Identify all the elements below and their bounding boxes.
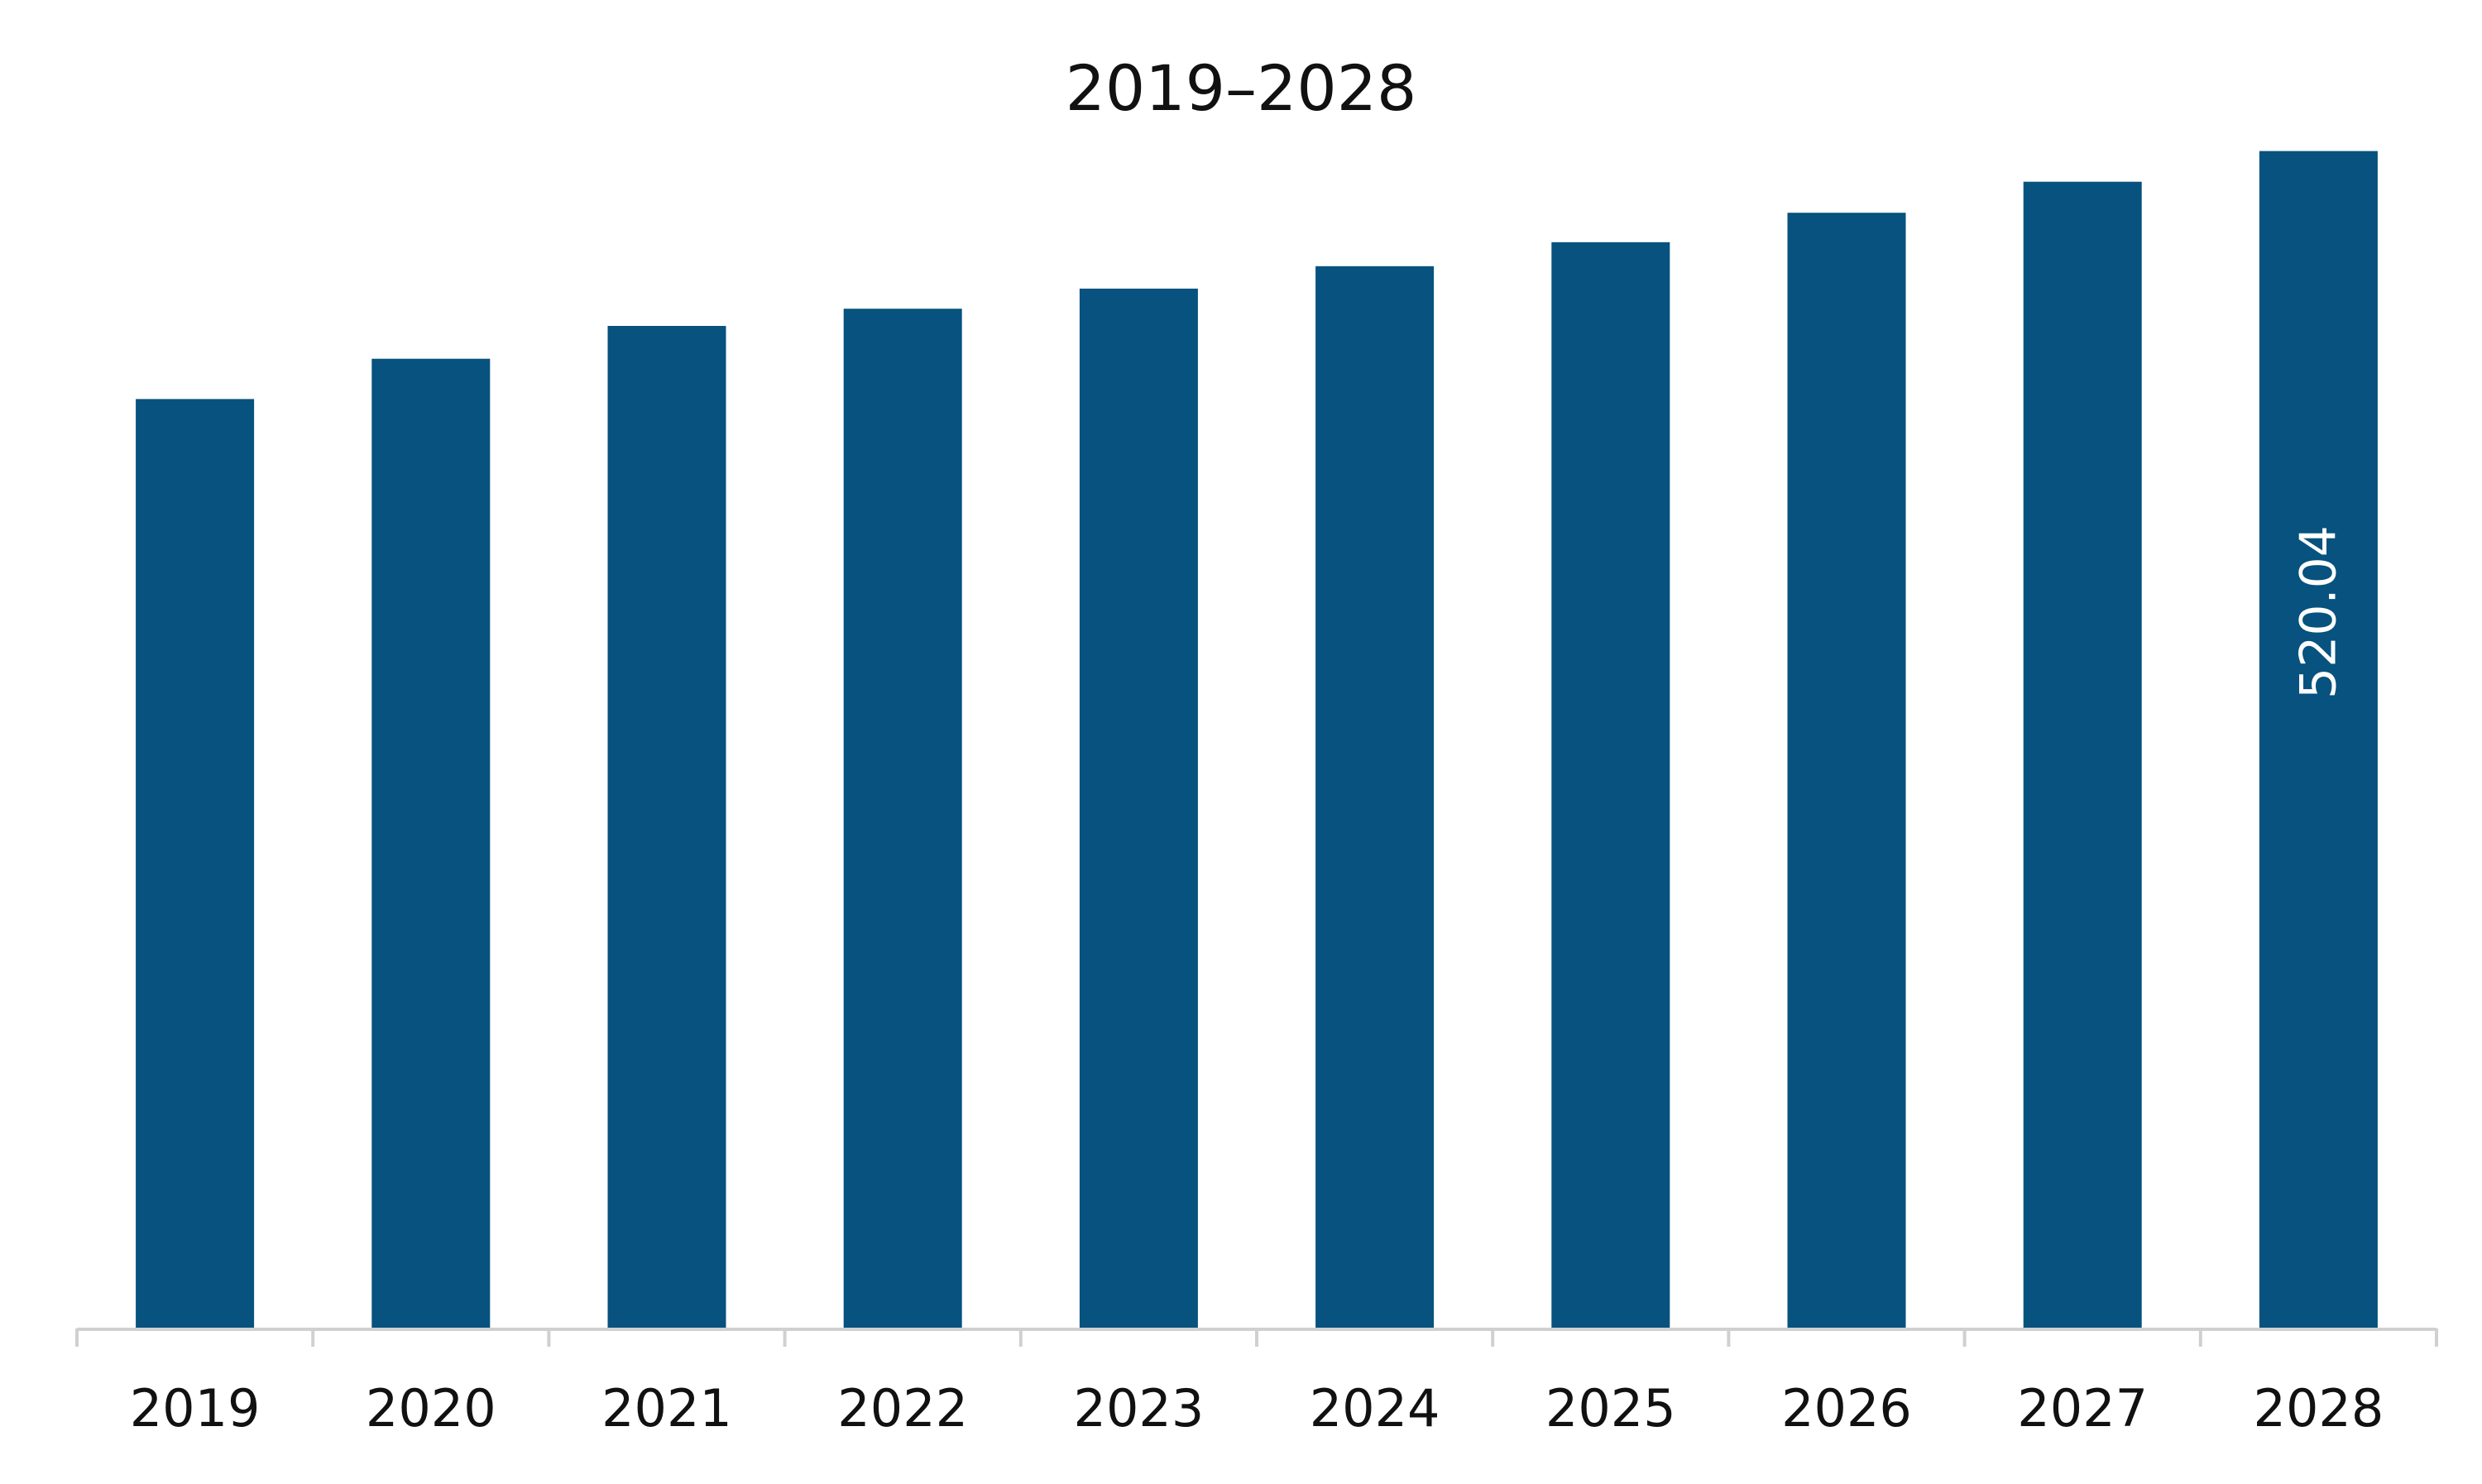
bar-2023	[1079, 288, 1198, 1328]
x-tick-label-2019: 2019	[130, 1378, 261, 1439]
bar-2021	[607, 326, 726, 1328]
chart-title: 2019–2028	[1065, 51, 1417, 125]
x-tick-label-2024: 2024	[1310, 1378, 1440, 1439]
x-tick-label-2020: 2020	[366, 1378, 496, 1439]
data-label-2028: 520.04	[2289, 525, 2347, 699]
x-tick-label-2023: 2023	[1074, 1378, 1205, 1439]
x-tick-label-2022: 2022	[837, 1378, 968, 1439]
bar-2022	[843, 309, 962, 1329]
bar-2026	[1787, 213, 1906, 1329]
bar-2019	[136, 399, 255, 1328]
bar-2024	[1315, 266, 1435, 1328]
x-tick-label-2026: 2026	[1781, 1378, 1912, 1439]
x-tick-label-2027: 2027	[2017, 1378, 2148, 1439]
x-tick-label-2021: 2021	[601, 1378, 732, 1439]
bar-2027	[2023, 181, 2142, 1329]
bar-2020	[371, 358, 491, 1329]
bar-2028	[2259, 151, 2378, 1329]
x-tick-label-2028: 2028	[2254, 1378, 2384, 1439]
x-tick-label-2025: 2025	[1545, 1378, 1676, 1439]
bar-2025	[1551, 242, 1670, 1328]
